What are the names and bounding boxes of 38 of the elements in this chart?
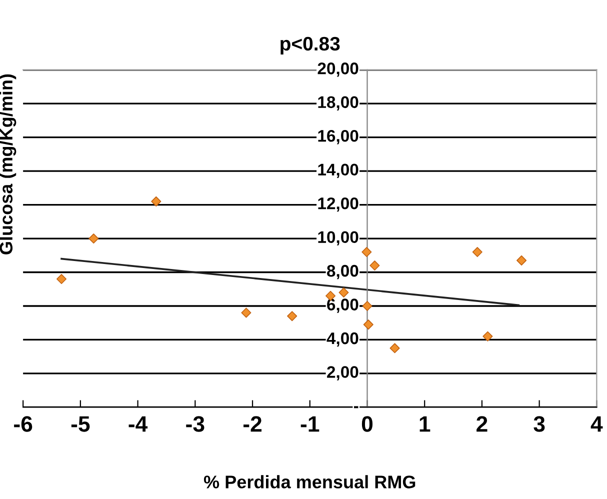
x-tick-label: -1: [300, 416, 320, 432]
x-axis-title: % Perdida mensual RMG: [204, 475, 416, 488]
point: [56, 274, 67, 284]
point: [363, 320, 374, 330]
x-tick-label: 2: [476, 416, 488, 432]
point: [472, 246, 482, 258]
y-tick-label: 18,00: [318, 96, 358, 110]
point: [482, 331, 493, 342]
y-tick-label: 12,00: [318, 197, 358, 212]
point: [370, 260, 380, 271]
x-tick-label: 1: [420, 416, 430, 432]
x-tick-label: 3: [534, 416, 545, 432]
chart-title: p<0.83: [280, 36, 340, 54]
x-tick-label: -4: [128, 416, 148, 432]
point: [151, 196, 162, 206]
x-tick-label: -5: [71, 416, 90, 432]
point: [362, 300, 372, 312]
y-tick-label: 6,00: [327, 298, 358, 313]
y-tick-label: 4,00: [326, 332, 358, 347]
point: [338, 287, 349, 298]
y-tick-label: 20,00: [318, 62, 358, 77]
y-tick-label: 10,00: [318, 231, 358, 246]
y-tick-label: 2,00: [327, 366, 358, 380]
x-tick-label: -2: [244, 416, 262, 432]
y-tick-label: 16,00: [318, 130, 358, 144]
point: [516, 255, 527, 266]
x-tick-label: 4: [590, 416, 603, 432]
point: [241, 308, 252, 318]
x-tick-label: -6: [14, 416, 32, 432]
point: [362, 246, 372, 258]
point: [390, 343, 400, 354]
point: [88, 233, 99, 244]
point: [287, 311, 298, 322]
y-tick-label: -: [354, 406, 358, 408]
x-tick-label: -3: [186, 416, 204, 432]
y-tick-label: 14,00: [318, 164, 358, 178]
x-tick-label: 0: [362, 416, 373, 432]
y-tick-label: 8,00: [326, 264, 358, 280]
